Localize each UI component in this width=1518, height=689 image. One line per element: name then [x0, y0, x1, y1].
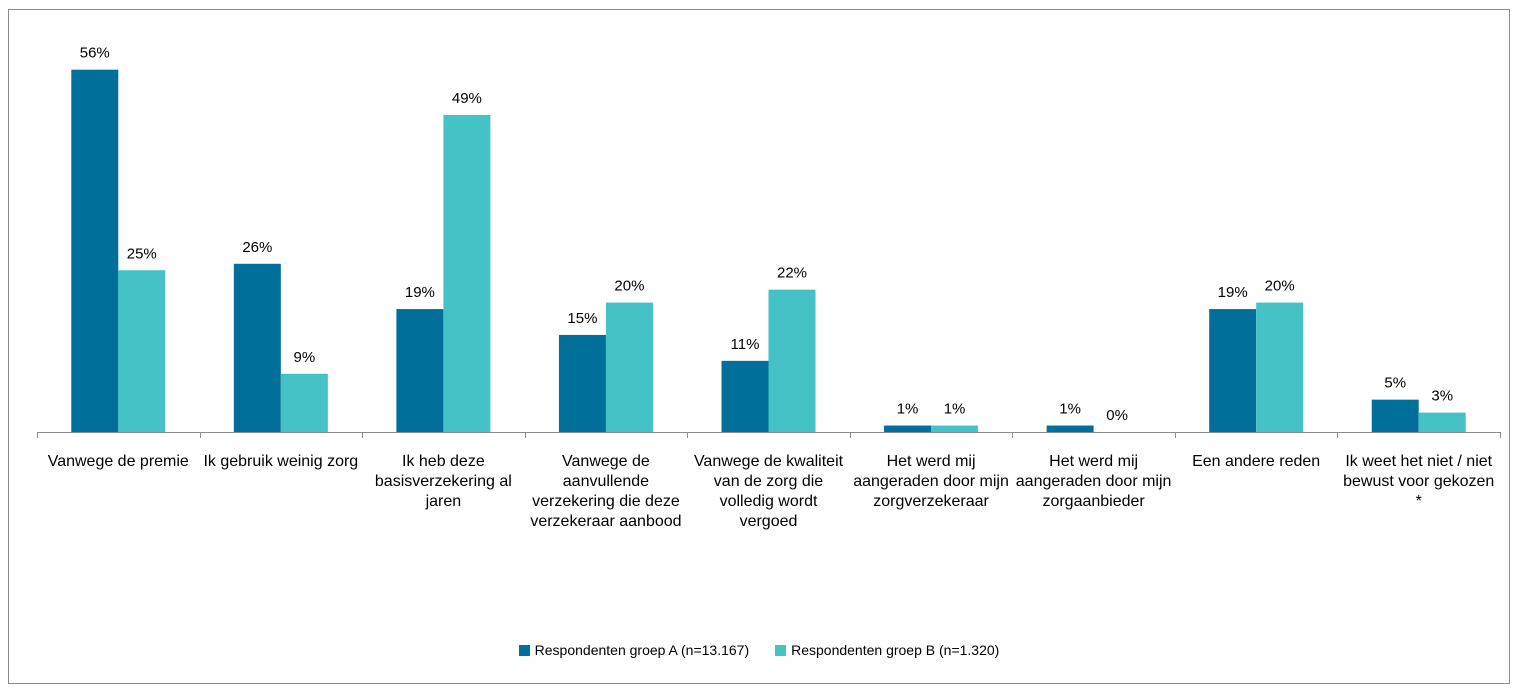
bar — [768, 289, 816, 432]
chart-border — [8, 9, 1510, 684]
value-label: 20% — [614, 278, 644, 295]
legend-item: Respondenten groep A (n=13.167) — [518, 642, 750, 658]
value-label: 19% — [405, 284, 435, 301]
bar — [721, 360, 769, 432]
bar — [233, 263, 281, 432]
bar — [1046, 425, 1094, 432]
value-label: 26% — [242, 239, 272, 256]
x-tick-label: Een andere reden — [1192, 453, 1321, 470]
legend-swatch — [775, 644, 787, 656]
bar — [1371, 399, 1419, 432]
bar — [884, 425, 932, 432]
value-label: 20% — [1265, 278, 1295, 295]
x-tick-label: Vanwege de premie — [47, 453, 189, 470]
x-tick-label: Het werd mij aangeraden door mijn zorgaa… — [1015, 453, 1172, 510]
value-label: 22% — [777, 265, 807, 282]
bar — [118, 270, 166, 432]
bar — [1209, 309, 1257, 432]
x-tick-label: Ik heb deze basisverzekering al jaren — [374, 453, 512, 510]
bar — [558, 334, 606, 432]
value-label: 15% — [567, 310, 597, 327]
value-label: 1% — [944, 401, 966, 418]
x-tick-label: Het werd mij aangeraden door mijn zorgve… — [853, 453, 1009, 510]
legend-swatch — [518, 644, 530, 656]
value-label: 1% — [897, 401, 919, 418]
value-label: 3% — [1431, 388, 1453, 405]
value-label: 5% — [1384, 375, 1406, 392]
value-label: 11% — [731, 336, 760, 353]
bar — [1256, 302, 1304, 432]
bar — [605, 302, 653, 432]
bar — [71, 69, 119, 433]
bar — [396, 309, 444, 432]
value-label: 9% — [293, 349, 315, 366]
legend-item: Respondenten groep B (n=1.320) — [775, 642, 999, 658]
value-label: 56% — [80, 45, 110, 62]
x-tick-label: Vanwege de kwaliteit van de zorg die vol… — [693, 453, 844, 530]
bar — [1418, 412, 1466, 432]
value-label: 19% — [1218, 284, 1248, 301]
legend: Respondenten groep A (n=13.167) Responden… — [0, 642, 1518, 658]
bar — [443, 114, 491, 432]
bar — [280, 373, 328, 432]
x-tick-label: Ik weet het niet / niet bewust voor geko… — [1343, 453, 1495, 510]
bar — [931, 425, 979, 432]
legend-label: Respondenten groep B (n=1.320) — [791, 642, 1000, 658]
x-tick-label: Vanwege de aanvullende verzekering die d… — [530, 453, 682, 530]
x-tick-label: Ik gebruik weinig zorg — [203, 453, 359, 470]
value-label: 1% — [1059, 401, 1081, 418]
value-label: 49% — [452, 90, 482, 107]
legend-label: Respondenten groep A (n=13.167) — [534, 642, 750, 658]
value-label: 25% — [127, 245, 157, 262]
value-label: 0% — [1106, 407, 1128, 424]
